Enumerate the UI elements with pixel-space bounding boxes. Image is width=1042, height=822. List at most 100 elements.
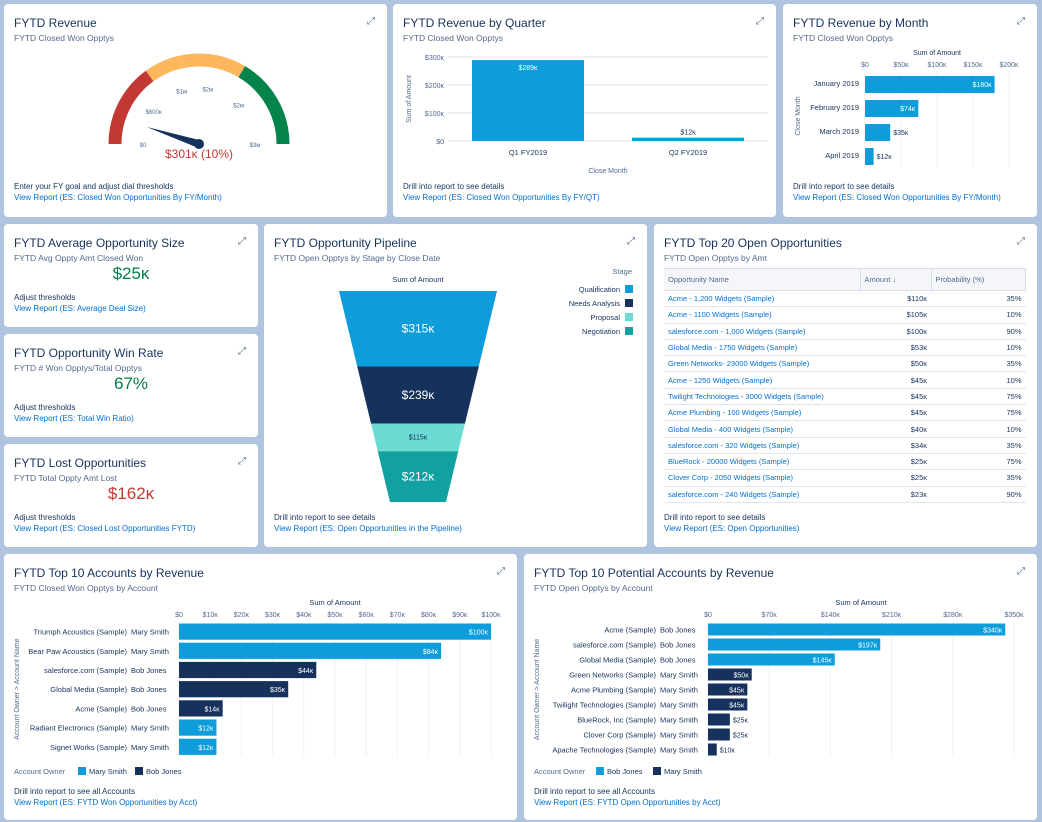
funnel-value-label: $315ĸ xyxy=(402,322,436,336)
footer-text: Enter your FY goal and adjust dial thres… xyxy=(14,182,174,191)
funnel-title: Sum of Amount xyxy=(392,275,444,284)
account-owner-label: Mary Smith xyxy=(131,647,169,656)
view-report-link[interactable]: View Report (ES: Open Opportunities) xyxy=(664,524,800,533)
gauge-tick-label: $600ĸ xyxy=(146,110,163,116)
bar-value-label: $12ĸ xyxy=(680,130,696,137)
legend-swatch xyxy=(625,285,633,293)
column-header[interactable]: Opportunity Name xyxy=(664,268,861,291)
metric-value: $162ĸ xyxy=(107,484,155,503)
view-report-link[interactable]: View Report (ES: FYTD Open Opportunities… xyxy=(534,798,721,807)
x-tick-label: $70ĸ xyxy=(390,612,406,619)
bar xyxy=(708,713,730,726)
expand-icon[interactable]: ⤢ xyxy=(627,236,635,247)
account-name-label: Twilight Technologies (Sample) xyxy=(553,701,657,710)
view-report-link[interactable]: View Report (ES: Average Deal Size) xyxy=(14,304,146,313)
view-report-link[interactable]: View Report (ES: Open Opportunities in t… xyxy=(274,524,462,533)
y-axis-title: Account Owner > Account Name xyxy=(534,639,541,740)
bar-value-label: $25ĸ xyxy=(733,733,749,740)
x-tick-label: $80ĸ xyxy=(421,612,437,619)
opportunity-link[interactable]: Green Networks- 23000 Widgets (Sample) xyxy=(664,355,860,373)
view-report-link[interactable]: View Report (ES: Closed Won Opportunitie… xyxy=(14,193,222,202)
expand-icon[interactable]: ⤢ xyxy=(238,236,246,247)
expand-icon[interactable]: ⤢ xyxy=(497,566,505,577)
card-subtitle: FYTD Total Oppty Amt Lost xyxy=(14,473,117,483)
revenue-by-month-card: FYTD Revenue by Month FYTD Closed Won Op… xyxy=(783,4,1037,217)
view-report-link[interactable]: View Report (ES: Closed Won Opportunitie… xyxy=(793,193,1001,202)
y-category-label: March 2019 xyxy=(819,127,859,136)
table-row: Green Networks- 23000 Widgets (Sample) $5… xyxy=(664,355,1026,373)
card-title: FYTD Top 10 Accounts by Revenue xyxy=(14,566,204,580)
legend-swatch xyxy=(596,767,604,775)
table-cell: $110ĸ xyxy=(860,290,931,308)
opportunity-link[interactable]: Twilight Technologies - 3000 Widgets (Sa… xyxy=(664,388,860,406)
y-category-label: February 2019 xyxy=(810,103,859,112)
card-subtitle: FYTD # Won Opptys/Total Opptys xyxy=(14,363,142,373)
funnel-value-label: $212ĸ xyxy=(402,470,436,484)
bar-value-label: $12ĸ xyxy=(877,154,893,161)
legend-label: Bob Jones xyxy=(146,767,182,776)
opportunity-link[interactable]: salesforce.com - 1,000 Widgets (Sample) xyxy=(664,323,860,340)
bar-value-label: $14ĸ xyxy=(204,706,220,713)
expand-icon[interactable]: ⤢ xyxy=(756,16,764,27)
x-tick-label: $60ĸ xyxy=(359,612,375,619)
table-row: salesforce.com - 240 Widgets (Sample) $23… xyxy=(664,486,1026,503)
bar xyxy=(865,148,874,165)
view-report-link[interactable]: View Report (ES: FYTD Won Opportunities … xyxy=(14,798,198,807)
bar xyxy=(708,683,748,696)
view-report-link[interactable]: View Report (ES: Closed Won Opportunitie… xyxy=(403,193,600,202)
account-name-label: Acme (Sample) xyxy=(75,704,127,713)
table-cell: $105ĸ xyxy=(860,306,931,324)
funnel-value-label: $239ĸ xyxy=(402,388,436,402)
footer-text: Adjust thresholds xyxy=(14,293,76,302)
opportunity-link[interactable]: Acme Plumbing - 100 Widgets (Sample) xyxy=(664,404,860,422)
card-subtitle: FYTD Closed Won Opptys xyxy=(14,33,114,43)
accounts-chart: Sum of Amount $0 $10ĸ $20ĸ $30ĸ $40ĸ $50ĸ $60ĸ $… xyxy=(14,598,501,776)
legend-swatch xyxy=(135,767,143,775)
view-report-link[interactable]: View Report (ES: Closed Lost Opportuniti… xyxy=(14,524,196,533)
opportunity-link[interactable]: BlueRock - 20000 Widgets (Sample) xyxy=(664,453,860,471)
expand-icon[interactable]: ⤢ xyxy=(1017,566,1025,577)
bar xyxy=(708,638,881,651)
card-title: FYTD Lost Opportunities xyxy=(14,456,147,470)
column-header[interactable]: Amount ↓ xyxy=(860,268,932,291)
bar-value-label: $100ĸ xyxy=(469,630,489,637)
bar xyxy=(708,728,730,741)
expand-icon[interactable]: ⤢ xyxy=(238,456,246,467)
opportunity-link[interactable]: Global Media - 1750 Widgets (Sample) xyxy=(664,339,860,357)
table-cell: $25ĸ xyxy=(860,469,931,487)
opportunity-link[interactable]: Clover Corp - 2050 Widgets (Sample) xyxy=(664,469,860,487)
legend-title: Account Owner xyxy=(14,767,66,776)
expand-icon[interactable]: ⤢ xyxy=(238,346,246,357)
bar xyxy=(179,623,491,640)
account-name-label: Triumph Acoustics (Sample) xyxy=(33,628,127,637)
opportunity-link[interactable]: salesforce.com - 320 Widgets (Sample) xyxy=(664,437,860,454)
y-tick-label: $100ĸ xyxy=(425,111,445,118)
opportunity-link[interactable]: salesforce.com - 240 Widgets (Sample) xyxy=(664,486,860,503)
account-owner-label: Bob Jones xyxy=(660,656,696,665)
legend-label: Bob Jones xyxy=(607,767,643,776)
bar-value-label: $45ĸ xyxy=(729,688,745,695)
opportunities-table-wrap[interactable]: Opportunity Name Amount ↓ Probability (%) … xyxy=(664,268,1026,508)
expand-icon[interactable]: ⤢ xyxy=(367,16,375,27)
table-row: Acme Plumbing - 100 Widgets (Sample) $45ĸ… xyxy=(664,404,1026,422)
account-owner-label: Mary Smith xyxy=(131,724,169,733)
table-cell: 35% xyxy=(931,355,1026,373)
opportunity-link[interactable]: Acme - 1,200 Widgets (Sample) xyxy=(664,290,860,308)
table-cell: 35% xyxy=(931,437,1026,454)
account-owner-label: Mary Smith xyxy=(660,701,698,710)
table-cell: $100ĸ xyxy=(860,323,931,340)
y-tick-label: $200ĸ xyxy=(425,83,445,90)
opportunity-link[interactable]: Global Media - 400 Widgets (Sample) xyxy=(664,420,860,438)
card-title: FYTD Revenue by Month xyxy=(793,16,929,30)
view-report-link[interactable]: View Report (ES: Total Win Ratio) xyxy=(14,414,134,423)
expand-icon[interactable]: ⤢ xyxy=(1017,16,1025,27)
funnel-segment xyxy=(339,291,497,367)
opportunity-link[interactable]: Acme - 1250 Widgets (Sample) xyxy=(664,371,860,389)
opportunity-link[interactable]: Acme - 1100 Widgets (Sample) xyxy=(664,306,860,324)
table-cell: $53ĸ xyxy=(860,339,931,357)
legend-label: Mary Smith xyxy=(89,767,127,776)
column-header[interactable]: Probability (%) xyxy=(931,268,1026,291)
y-tick-label: $0 xyxy=(436,139,444,146)
bar-value-label: $197ĸ xyxy=(858,643,878,650)
expand-icon[interactable]: ⤢ xyxy=(1017,236,1025,247)
